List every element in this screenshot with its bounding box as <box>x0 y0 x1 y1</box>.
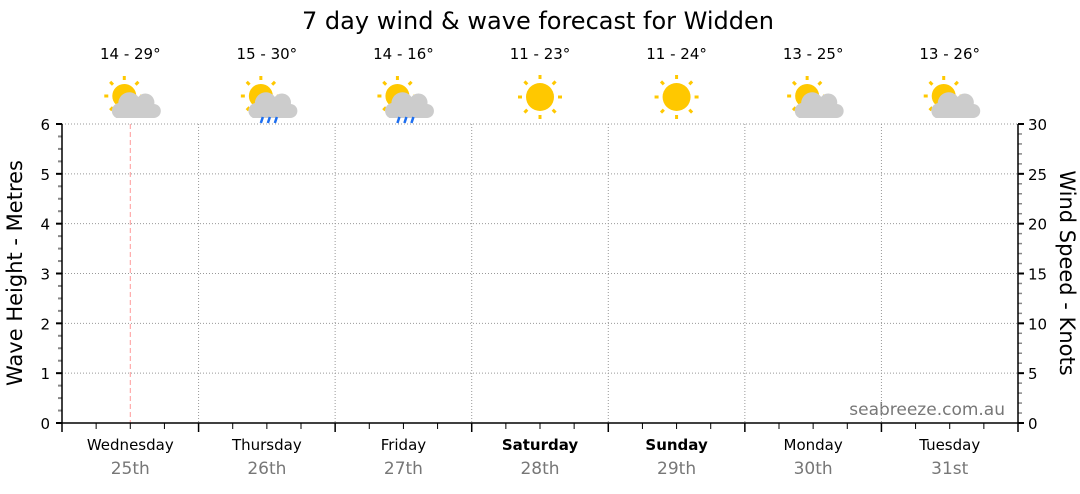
sun-disc <box>526 83 554 111</box>
date-label: 26th <box>247 459 286 479</box>
sun-cloud-rain-icon <box>377 76 434 124</box>
y-left-tick-label: 6 <box>40 116 50 134</box>
sun-ray <box>659 80 665 86</box>
y-axis-right-label: Wind Speed - Knots <box>1055 170 1079 375</box>
sun-disc <box>662 83 691 111</box>
cloud-shape <box>248 92 298 119</box>
rain-drop <box>273 116 279 124</box>
rain-drop <box>266 116 272 124</box>
temperature-range: 14 - 29° <box>100 45 161 63</box>
temperature-range: 11 - 24° <box>646 45 707 63</box>
day-label: Wednesday <box>87 436 174 454</box>
date-label: 29th <box>657 459 696 479</box>
sun-ray <box>551 80 557 86</box>
temperature-range: 11 - 23° <box>510 45 571 63</box>
cloud-shape <box>931 92 981 119</box>
day-column-sunday: 11 - 24° Sunday 29th <box>645 45 708 479</box>
sun-ray <box>551 108 557 114</box>
rain-drop <box>403 116 408 124</box>
sun-ray <box>953 80 959 86</box>
y-right-tick-label: 0 <box>1028 415 1038 433</box>
date-label: 25th <box>111 459 150 479</box>
temperature-range: 13 - 26° <box>919 45 980 63</box>
y-left-tick-label: 0 <box>40 415 50 433</box>
rain-drop <box>396 116 401 124</box>
date-label: 30th <box>794 459 833 479</box>
cloud-shape <box>385 92 434 119</box>
day-label: Friday <box>381 436 427 454</box>
sun-ray <box>688 80 694 86</box>
cloud-shape <box>111 92 161 119</box>
day-label: Monday <box>784 436 843 454</box>
y-left-tick-label: 4 <box>40 216 50 234</box>
y-right-tick-label: 10 <box>1028 315 1047 333</box>
sun-ray <box>407 80 413 86</box>
sunny-icon <box>654 75 699 119</box>
y-axis-left-label: Wave Height - Metres <box>3 160 27 386</box>
day-column-friday: 14 - 16° Friday 27th <box>373 45 434 479</box>
rain-drop <box>410 116 415 124</box>
day-label: Thursday <box>231 436 302 454</box>
temperature-range: 15 - 30° <box>237 45 298 63</box>
partly-cloudy-icon <box>787 76 844 119</box>
day-label: Saturday <box>502 436 579 454</box>
y-right-tick-label: 20 <box>1028 216 1047 234</box>
sun-ray <box>659 108 665 114</box>
day-column-monday: 13 - 25° Monday 30th <box>783 45 844 479</box>
y-right-tick-label: 30 <box>1028 116 1047 134</box>
day-label: Sunday <box>645 436 708 454</box>
temperature-range: 14 - 16° <box>373 45 434 63</box>
sun-ray <box>134 80 140 86</box>
sun-ray <box>523 108 529 114</box>
y-right-tick-label: 25 <box>1028 166 1047 184</box>
sun-ray <box>245 80 251 86</box>
watermark: seabreeze.com.au <box>849 400 1005 420</box>
date-label: 31st <box>931 459 968 479</box>
y-left-tick-label: 5 <box>40 166 50 184</box>
y-left-tick-label: 2 <box>40 315 50 333</box>
sun-ray <box>382 80 388 86</box>
sunny-icon <box>518 75 562 119</box>
sun-cloud-rain-icon <box>240 76 298 124</box>
y-right-tick-label: 5 <box>1028 365 1038 383</box>
partly-cloudy-icon <box>104 76 161 119</box>
sun-ray <box>523 80 529 86</box>
rain-drop <box>259 116 265 124</box>
day-column-thursday: 15 - 30° Thursday 26th <box>231 45 302 479</box>
partly-cloudy-icon <box>923 76 981 119</box>
y-right-tick-label: 15 <box>1028 266 1047 284</box>
day-column-saturday: 11 - 23° Saturday 28th <box>502 45 579 479</box>
y-left-tick-label: 1 <box>40 365 50 383</box>
chart-title: 7 day wind & wave forecast for Widden <box>302 7 774 35</box>
sun-ray <box>817 80 823 86</box>
sun-ray <box>688 108 694 114</box>
sun-ray <box>271 80 277 86</box>
date-label: 27th <box>384 459 423 479</box>
sun-ray <box>928 80 934 86</box>
day-label: Tuesday <box>918 436 980 454</box>
y-left-tick-label: 3 <box>40 266 50 284</box>
cloud-shape <box>794 92 844 119</box>
sun-ray <box>109 80 115 86</box>
day-column-tuesday: 13 - 26° Tuesday 31st <box>918 45 980 479</box>
sun-ray <box>791 80 797 86</box>
day-column-wednesday: 14 - 29° Wednesday 25th <box>87 45 174 479</box>
date-label: 28th <box>520 459 559 479</box>
temperature-range: 13 - 25° <box>783 45 844 63</box>
